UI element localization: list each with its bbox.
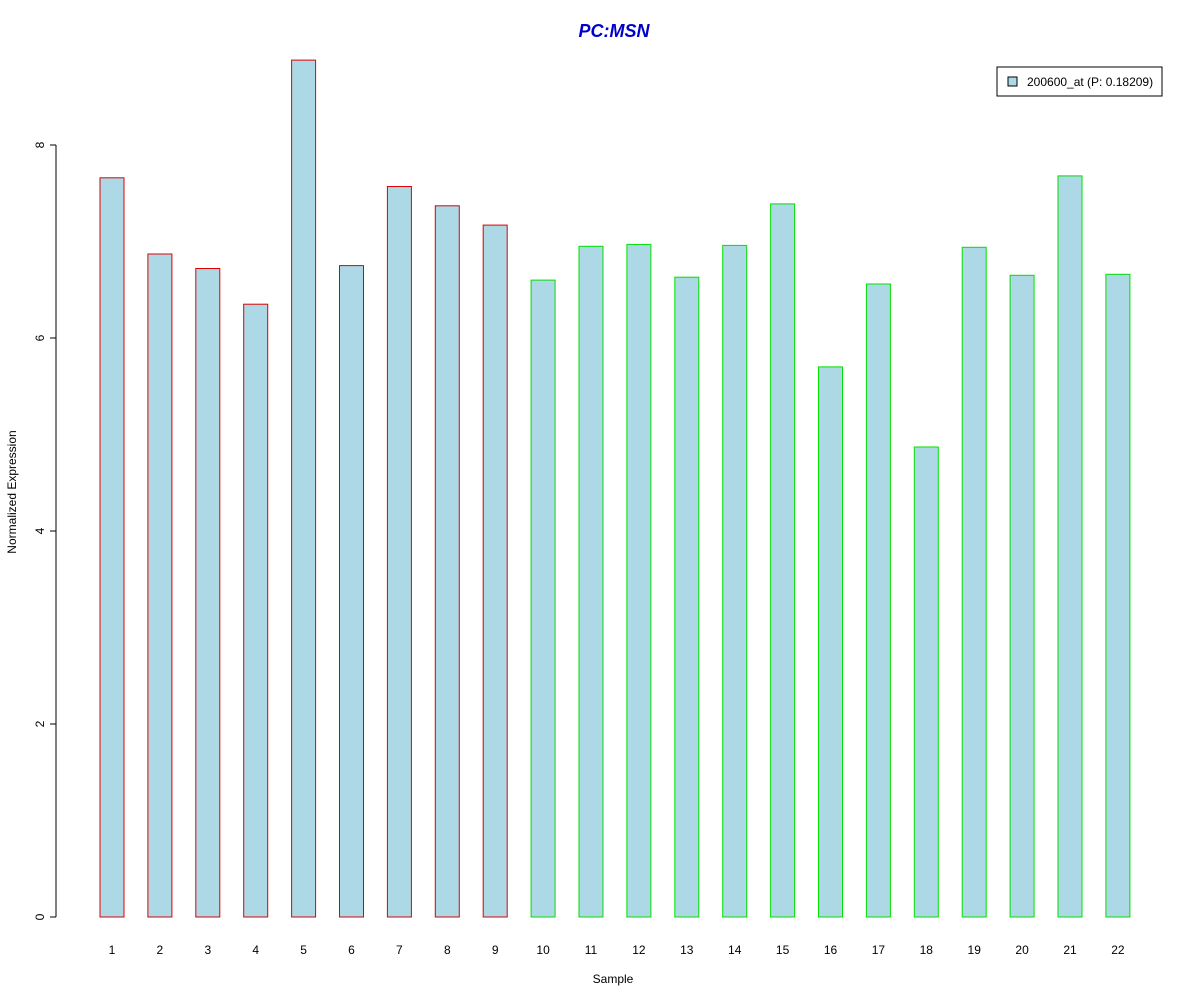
legend-swatch [1007,76,1018,87]
x-tick-label: 22 [1111,943,1125,957]
bar-sample-3 [195,268,221,918]
y-tick-label: 6 [33,334,47,341]
bar-sample-22 [1105,273,1131,918]
bar-sample-9 [482,224,508,918]
x-tick-label: 2 [157,943,164,957]
x-tick-label: 19 [968,943,982,957]
x-tick-label: 21 [1063,943,1077,957]
x-tick-label: 20 [1015,943,1029,957]
bar-sample-1 [99,177,125,918]
x-tick-label: 6 [348,943,355,957]
bar-sample-12 [626,243,652,918]
x-tick-label: 1 [109,943,116,957]
x-tick-label: 4 [252,943,259,957]
bar-sample-19 [961,246,987,918]
legend-label: 200600_at (P: 0.18209) [1027,75,1153,89]
bar-sample-20 [1009,274,1035,918]
x-tick-label: 12 [632,943,646,957]
chart-title: PC:MSN [579,21,651,41]
y-tick-label: 2 [33,720,47,727]
bar-sample-5 [291,59,317,918]
x-tick-label: 14 [728,943,742,957]
x-tick-label: 17 [872,943,886,957]
x-tick-label: 13 [680,943,694,957]
x-tick-label: 3 [204,943,211,957]
bar-sample-6 [339,265,364,918]
bars [99,59,1131,918]
x-tick-labels: 1 2 3 4 5 6 7 8 9 10 11 12 13 14 15 16 17 18 19 20 21 22 [109,943,1125,957]
bar-sample-13 [674,276,700,918]
bar-sample-11 [578,245,604,918]
legend: 200600_at (P: 0.18209) [996,66,1163,97]
x-tick-label: 18 [920,943,934,957]
x-tick-label: 7 [396,943,403,957]
bar-sample-8 [434,205,460,918]
bar-sample-16 [818,366,843,918]
y-axis: 0 2 4 6 8 [33,141,57,920]
y-tick-label: 4 [33,527,47,534]
x-tick-label: 10 [536,943,550,957]
bar-sample-7 [386,186,412,918]
x-tick-label: 5 [300,943,307,957]
bar-sample-17 [865,283,891,918]
y-tick-label: 8 [33,141,47,148]
bar-sample-2 [147,253,173,918]
legend-box [996,66,1163,97]
x-tick-label: 9 [492,943,499,957]
bar-sample-4 [243,303,269,918]
x-axis-label: Sample [593,972,634,986]
x-tick-label: 11 [585,943,598,957]
bar-sample-18 [913,446,939,918]
bar-sample-14 [722,244,748,918]
x-tick-label: 16 [824,943,838,957]
x-tick-label: 15 [776,943,790,957]
x-tick-label: 8 [444,943,451,957]
bar-sample-21 [1057,175,1083,918]
bar-sample-15 [770,203,796,918]
bar-sample-10 [530,279,556,918]
y-axis-label: Normalized Expression [5,430,19,553]
y-tick-label: 0 [33,913,47,920]
